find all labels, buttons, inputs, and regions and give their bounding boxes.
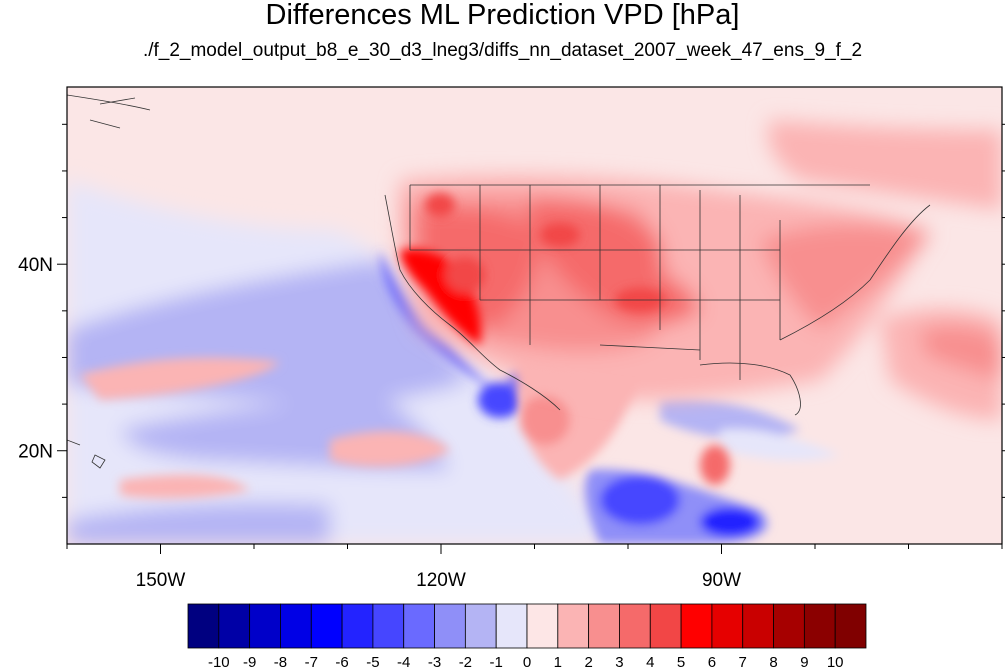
colorbar-label: -2	[459, 654, 472, 671]
colorbar-label: 7	[739, 654, 747, 671]
colorbar-swatch	[187, 603, 220, 649]
colorbar-swatch	[310, 603, 343, 649]
colorbar-label: 6	[708, 654, 716, 671]
colorbar-swatch	[249, 603, 281, 649]
colorbar-label: -1	[490, 654, 503, 671]
colorbar-swatch	[495, 603, 528, 649]
colorbar-swatch	[680, 603, 713, 649]
colorbar-swatch	[649, 603, 682, 649]
colorbar-label: -3	[428, 654, 441, 671]
colorbar-label: -9	[243, 654, 256, 671]
colorbar-swatch	[557, 603, 590, 649]
colorbar-swatch	[834, 603, 867, 649]
colorbar-label: 4	[646, 654, 654, 671]
lon-tick-label: 150W	[136, 570, 186, 591]
colorbar-swatch	[464, 603, 497, 649]
colorbar-label: 10	[827, 654, 844, 671]
colorbar-label: 9	[800, 654, 808, 671]
colorbar-swatch	[803, 603, 836, 649]
map-field	[67, 87, 1002, 544]
colorbar-swatch	[619, 603, 651, 649]
colorbar-swatch	[588, 603, 620, 649]
colorbar-swatch	[742, 603, 774, 649]
colorbar-swatch	[403, 603, 435, 649]
colorbar-label: -8	[274, 654, 287, 671]
colorbar-label: -4	[397, 654, 410, 671]
lon-tick-label: 90W	[702, 570, 741, 591]
colorbar-label: 5	[677, 654, 685, 671]
us-positive-region	[398, 120, 1002, 420]
colorbar-swatch	[434, 603, 466, 649]
lat-tick-label: 20N	[18, 442, 53, 463]
colorbar-label: 2	[584, 654, 592, 671]
colorbar-label: -7	[305, 654, 318, 671]
colorbar-label: 0	[523, 654, 531, 671]
pacific-pink-patches	[80, 357, 450, 499]
colorbar-swatch	[280, 603, 312, 649]
map-subtitle: ./f_2_model_output_b8_e_30_d3_lneg3/diff…	[142, 40, 863, 61]
colorbar-label: -10	[208, 654, 230, 671]
central-america-negative-region	[584, 398, 840, 544]
colorbar-label: 3	[615, 654, 623, 671]
map-axis: 150W 120W 90W 40N 20N	[18, 86, 1005, 591]
colorbar: -10 -9 -8 -7 -6 -5 -4 -3 -2 -1 0 1 2 3 4 5 6 7 8 9 10	[187, 603, 867, 671]
colorbar-swatch	[526, 603, 559, 649]
colorbar-label: 8	[769, 654, 777, 671]
colorbar-label: 1	[554, 654, 562, 671]
map-title: Differences ML Prediction VPD [hPa]	[265, 0, 740, 31]
colorbar-label: -6	[335, 654, 348, 671]
lat-tick-label: 40N	[18, 255, 53, 276]
colorbar-swatch	[218, 603, 251, 649]
colorbar-label: -5	[366, 654, 379, 671]
boundary-lines	[67, 94, 931, 469]
colorbar-swatch	[773, 603, 805, 649]
colorbar-swatch	[341, 603, 374, 649]
colorbar-swatch	[711, 603, 744, 649]
colorbar-swatch	[372, 603, 405, 649]
lon-tick-label: 120W	[416, 570, 466, 591]
